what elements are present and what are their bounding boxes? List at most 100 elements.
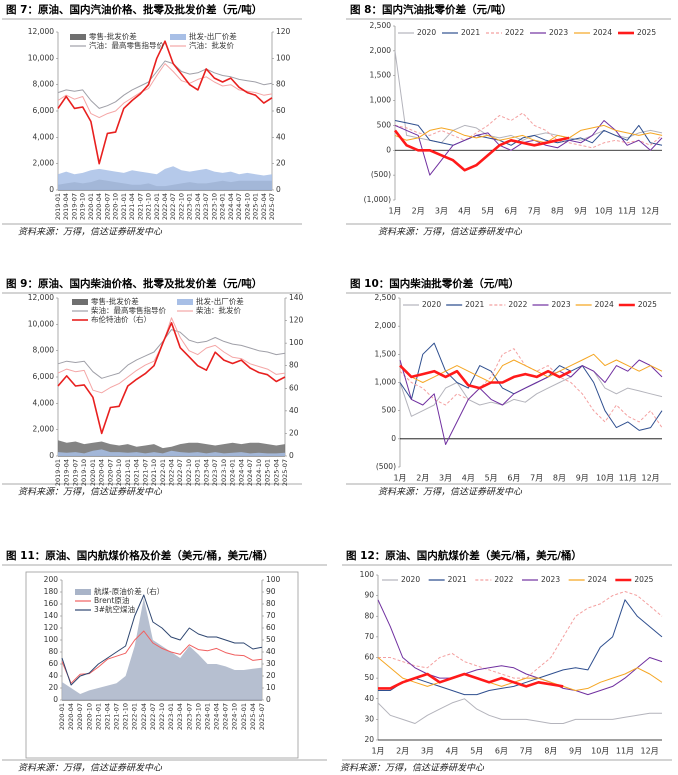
legend-label: 2023 bbox=[549, 28, 568, 37]
x-tick-label: 2021-04 bbox=[128, 193, 136, 220]
area-series bbox=[58, 440, 285, 456]
x-tick-label: 2021-04 bbox=[103, 703, 111, 730]
legend-label: 2021 bbox=[465, 300, 484, 309]
legend-label: 汽油：最高零售指导价 bbox=[89, 40, 164, 50]
y-tick-label: 2,000 bbox=[370, 46, 392, 55]
y2-tick-label: 10 bbox=[266, 683, 276, 692]
x-tick-label: 2024-07 bbox=[235, 193, 243, 220]
source-note: 资料来源：万得，信达证券研发中心 bbox=[340, 763, 485, 774]
legend-label: 航煤-原油价差（右） bbox=[94, 586, 164, 596]
legend-label: 零售-批发价差 bbox=[89, 31, 137, 41]
x-tick-label: 2025-01 bbox=[264, 459, 272, 486]
y-tick-label: 90 bbox=[364, 591, 374, 600]
y-tick-label: 20 bbox=[364, 735, 374, 744]
x-tick-label: 2025-04 bbox=[272, 459, 280, 486]
line-series bbox=[57, 40, 273, 165]
x-tick-label: 3月 bbox=[421, 747, 434, 756]
y2-tick-label: 20 bbox=[266, 671, 276, 680]
y2-tick-label: 0 bbox=[276, 185, 281, 194]
y-tick-label: 4,000 bbox=[33, 398, 55, 407]
y2-tick-label: 30 bbox=[266, 659, 276, 668]
y-tick-label: 2,500 bbox=[370, 21, 392, 30]
x-tick-label: 3月 bbox=[435, 207, 448, 216]
legend-label: 柴油：最高零售指导价 bbox=[91, 305, 166, 315]
legend-label: 批发-出厂价差 bbox=[196, 296, 244, 306]
line-series bbox=[377, 599, 663, 696]
x-tick-label: 2019-07 bbox=[71, 459, 79, 486]
y2-tick-label: 100 bbox=[289, 338, 304, 347]
y2-tick-label: 40 bbox=[266, 647, 276, 656]
source-note: 资料来源：万得，信达证券研发中心 bbox=[378, 227, 523, 238]
x-tick-label: 2019-10 bbox=[79, 193, 87, 220]
legend-label: 2021 bbox=[461, 28, 480, 37]
x-tick-label: 7月 bbox=[528, 207, 541, 216]
x-tick-label: 2022-01 bbox=[153, 193, 161, 220]
line-series bbox=[61, 630, 263, 684]
y-tick-label: 500 bbox=[382, 406, 397, 415]
x-tick-label: 2023-04 bbox=[176, 703, 184, 730]
y-tick-label: 10,000 bbox=[28, 53, 54, 62]
y-tick-label: 4,000 bbox=[33, 132, 55, 141]
y-tick-label: 500 bbox=[377, 120, 392, 129]
x-tick-label: 2023-01 bbox=[167, 703, 175, 730]
x-tick-label: 2023-01 bbox=[194, 459, 202, 486]
y2-tick-label: 120 bbox=[289, 316, 304, 325]
line-series bbox=[394, 112, 663, 149]
legend-label: 2022 bbox=[505, 28, 524, 37]
y2-tick-label: 100 bbox=[266, 575, 281, 584]
x-tick-label: 1月 bbox=[388, 207, 401, 216]
x-tick-label: 2023-01 bbox=[186, 193, 194, 220]
line-series bbox=[57, 63, 273, 119]
y-tick-label: 0 bbox=[386, 145, 391, 154]
y2-tick-label: 20 bbox=[289, 428, 299, 437]
line-series bbox=[394, 120, 663, 176]
y-tick-label: (500) bbox=[371, 170, 391, 179]
x-tick-label: 2019-01 bbox=[54, 459, 62, 486]
y2-tick-label: 40 bbox=[276, 132, 286, 141]
x-tick-label: 2021-07 bbox=[136, 193, 144, 220]
x-tick-label: 2021-10 bbox=[150, 459, 158, 486]
x-tick-label: 8月 bbox=[551, 207, 564, 216]
figure-title: 图 11：原油、国内航煤价格及价差（美元/桶，美元/桶） bbox=[6, 549, 273, 562]
area-series bbox=[62, 598, 262, 700]
y2-tick-label: 20 bbox=[276, 159, 286, 168]
legend-label: 2022 bbox=[508, 300, 527, 309]
x-tick-label: 2021-04 bbox=[133, 459, 141, 486]
line-series bbox=[57, 322, 286, 435]
y-tick-label: 8,000 bbox=[33, 346, 55, 355]
x-tick-label: 2023-04 bbox=[202, 459, 210, 486]
x-tick-label: 2023-07 bbox=[202, 193, 210, 220]
x-tick-label: 2019-10 bbox=[80, 459, 88, 486]
x-tick-label: 2019-04 bbox=[63, 459, 71, 486]
figure-title: 图 10：国内柴油批零价差（元/吨） bbox=[350, 277, 519, 290]
legend-label: 2020 bbox=[401, 575, 420, 584]
y-tick-label: 0 bbox=[49, 185, 54, 194]
x-tick-label: 12月 bbox=[642, 474, 660, 483]
x-tick-label: 2022-04 bbox=[161, 193, 169, 220]
x-tick-label: 2020-01 bbox=[87, 193, 95, 220]
legend-label: 2022 bbox=[494, 575, 513, 584]
legend-swatch bbox=[75, 589, 91, 595]
line-series bbox=[57, 317, 286, 394]
legend-label: 2025 bbox=[637, 28, 656, 37]
x-tick-label: 9月 bbox=[569, 747, 582, 756]
x-tick-label: 9月 bbox=[574, 207, 587, 216]
x-tick-label: 2021-01 bbox=[124, 459, 132, 486]
x-tick-label: 11月 bbox=[618, 207, 636, 216]
x-tick-label: 2019-04 bbox=[62, 193, 70, 220]
y2-tick-label: 80 bbox=[276, 80, 286, 89]
x-tick-label: 4月 bbox=[446, 747, 459, 756]
y-tick-label: 0 bbox=[53, 695, 58, 704]
x-tick-label: 2025-01 bbox=[252, 193, 260, 220]
x-tick-label: 2020-07 bbox=[106, 459, 114, 486]
y2-tick-label: 0 bbox=[266, 695, 271, 704]
x-tick-label: 2025-07 bbox=[268, 193, 276, 220]
x-tick-label: 2022-01 bbox=[131, 703, 139, 730]
x-tick-label: 2024-04 bbox=[227, 193, 235, 220]
x-tick-label: 2月 bbox=[416, 474, 429, 483]
legend-label: 2023 bbox=[552, 300, 571, 309]
x-tick-label: 5月 bbox=[481, 207, 494, 216]
x-tick-label: 8月 bbox=[553, 474, 566, 483]
line-series bbox=[394, 124, 663, 144]
figure-title: 图 8：国内汽油批零价差（元/吨） bbox=[350, 3, 512, 16]
